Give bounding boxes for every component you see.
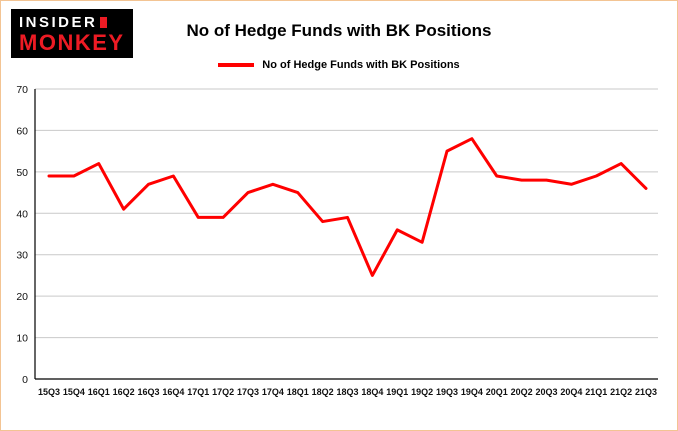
logo-insider-label: INSIDER (19, 14, 98, 31)
x-tick-label: 21Q3 (635, 387, 657, 397)
legend: No of Hedge Funds with BK Positions (1, 59, 677, 71)
y-tick-label: 30 (16, 250, 28, 262)
chart-title: No of Hedge Funds with BK Positions (186, 21, 492, 40)
logo-cursor-icon (100, 17, 108, 28)
insider-monkey-logo: INSIDER MONKEY (11, 9, 133, 58)
y-tick-label: 20 (16, 291, 28, 303)
x-tick-label: 16Q4 (162, 387, 184, 397)
legend-line-swatch (218, 63, 255, 67)
x-tick-label: 16Q3 (137, 387, 159, 397)
x-tick-label: 16Q1 (88, 387, 110, 397)
x-tick-label: 20Q1 (486, 387, 508, 397)
x-tick-label: 15Q4 (63, 387, 85, 397)
y-tick-label: 70 (16, 84, 28, 96)
y-tick-label: 50 (16, 167, 28, 179)
logo-monkey-text: MONKEY (19, 30, 125, 55)
y-tick-label: 0 (22, 374, 28, 386)
y-tick-label: 60 (16, 125, 28, 137)
x-tick-label: 17Q1 (187, 387, 209, 397)
logo-insider-text: INSIDER (19, 14, 125, 31)
x-tick-label: 15Q3 (38, 387, 60, 397)
x-tick-label: 18Q1 (287, 387, 309, 397)
x-tick-label: 18Q3 (336, 387, 358, 397)
x-tick-label: 19Q3 (436, 387, 458, 397)
x-tick-label: 18Q2 (312, 387, 334, 397)
y-tick-label: 40 (16, 208, 28, 220)
x-tick-label: 20Q3 (535, 387, 557, 397)
x-tick-label: 19Q1 (386, 387, 408, 397)
x-tick-label: 17Q4 (262, 387, 284, 397)
x-tick-label: 18Q4 (361, 387, 383, 397)
x-tick-label: 19Q2 (411, 387, 433, 397)
y-tick-label: 10 (16, 333, 28, 345)
x-tick-label: 19Q4 (461, 387, 483, 397)
x-tick-label: 16Q2 (113, 387, 135, 397)
x-tick-label: 17Q2 (212, 387, 234, 397)
x-tick-label: 20Q4 (560, 387, 582, 397)
x-tick-label: 17Q3 (237, 387, 259, 397)
x-tick-label: 20Q2 (511, 387, 533, 397)
legend-label: No of Hedge Funds with BK Positions (262, 59, 460, 71)
x-tick-label: 21Q1 (585, 387, 607, 397)
data-line (47, 137, 648, 277)
x-tick-label: 21Q2 (610, 387, 632, 397)
